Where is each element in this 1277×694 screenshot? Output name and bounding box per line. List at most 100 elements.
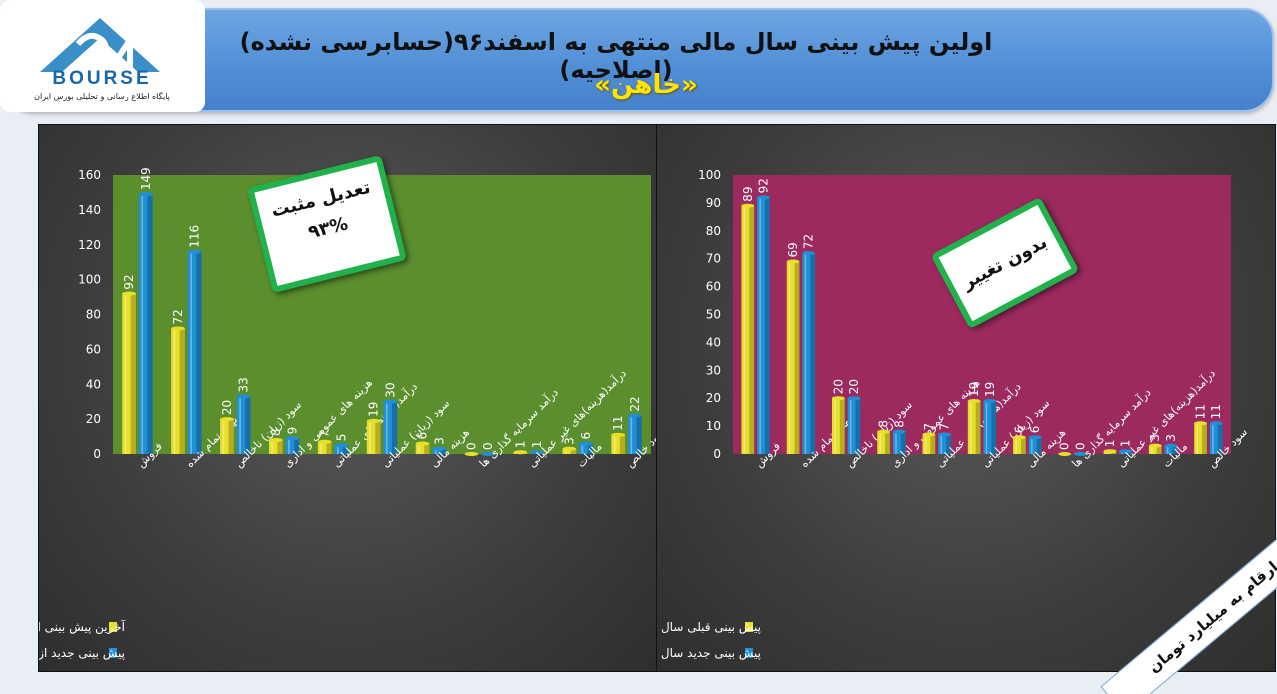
bar-cap [562, 446, 577, 451]
data-label: 6 [1028, 426, 1042, 434]
bar-cap [802, 251, 816, 256]
bar-series-2 [1028, 435, 1042, 454]
bar-shade [424, 443, 430, 454]
bar-cap [1209, 421, 1223, 426]
data-label: 9 [286, 427, 300, 435]
bar-cap [432, 446, 447, 451]
data-label: 1 [530, 441, 544, 449]
bar-series-2 [628, 413, 642, 454]
bar-cap [383, 399, 398, 404]
bar-highlight [320, 441, 323, 454]
bar [334, 445, 349, 454]
bar-highlight [124, 293, 127, 454]
bar-series-1 [877, 429, 890, 454]
y-tick-label: 100 [698, 168, 721, 182]
bar-highlight [985, 400, 988, 454]
y-tick-label: 90 [706, 196, 721, 210]
bar-shade [749, 205, 755, 454]
bar [268, 440, 283, 454]
bar-shade [636, 415, 642, 454]
bar-highlight [849, 398, 852, 454]
bar-cap [832, 396, 845, 401]
page-title: اولین پیش بینی سال مالی منتهی به اسفند۹۶… [239, 28, 993, 84]
bar-series-1 [922, 432, 936, 454]
bar-series-1 [611, 432, 626, 454]
bar-series-2 [1209, 421, 1223, 454]
data-label: 8 [877, 420, 891, 428]
bar-series-1 [786, 259, 800, 454]
legend-swatch [109, 622, 117, 632]
legend-swatch [745, 648, 753, 658]
bar-cap [317, 439, 332, 444]
bar-highlight [804, 253, 807, 454]
bar-cap [1119, 449, 1132, 454]
bar-series-1 [741, 203, 755, 454]
bar-highlight [924, 434, 927, 454]
bar-cap [122, 291, 136, 296]
bar-highlight [369, 420, 371, 454]
bar [138, 194, 153, 454]
data-label: 116 [188, 225, 202, 248]
bar [983, 400, 997, 454]
legend-item: پیش بینی قبلی سال مالی ۹۵ [657, 620, 761, 635]
bar-series-1 [268, 438, 283, 454]
bar [236, 396, 251, 454]
bar-cap [967, 398, 981, 403]
legend-label: آخرین پیش بینی از سال۹۵ [39, 619, 126, 635]
legend-swatch [745, 622, 753, 632]
bar-highlight [141, 194, 144, 454]
bar-highlight [1031, 437, 1033, 454]
data-label: 33 [237, 377, 251, 392]
bar [786, 261, 800, 454]
bar-highlight [759, 197, 761, 454]
bar-highlight [789, 261, 791, 454]
data-label: 0 [464, 442, 478, 450]
bar-highlight [940, 434, 943, 454]
bar-shade [810, 253, 816, 454]
bar-cap [786, 259, 800, 264]
bar-shade [839, 398, 845, 454]
bar-cap [1074, 452, 1087, 456]
y-tick-label: 140 [78, 203, 101, 217]
y-tick-label: 60 [86, 342, 101, 356]
bar-series-1 [1103, 449, 1117, 454]
bar [967, 400, 981, 454]
bar [1148, 445, 1162, 454]
bar [1013, 437, 1026, 454]
bar-cap [285, 436, 300, 441]
bar [432, 448, 447, 454]
bar-cap [530, 450, 544, 455]
bar-highlight [288, 438, 290, 454]
data-label: 5 [334, 434, 348, 442]
y-tick-label: 20 [706, 391, 721, 405]
bar-shade [885, 431, 890, 454]
data-label: 11 [1194, 404, 1208, 419]
bar-shade [440, 448, 447, 454]
header-banner: اولین پیش بینی سال مالی منتهی به اسفند۹۶… [4, 8, 1274, 112]
bar-series-1 [317, 439, 332, 454]
bar-highlight [564, 448, 567, 454]
bar [579, 443, 593, 454]
data-label: 0 [1058, 442, 1072, 450]
bar-cap [741, 203, 755, 208]
bar-series-2 [802, 251, 816, 454]
legend-swatch [109, 648, 117, 658]
bar-series-2 [1164, 443, 1178, 454]
y-tick-label: 40 [86, 377, 101, 391]
legend-item: آخرین پیش بینی از سال۹۵ [39, 619, 126, 635]
bar-series-2 [530, 450, 544, 455]
bar-shade [794, 261, 800, 454]
bar-series-2 [938, 432, 951, 454]
bar-highlight [1212, 423, 1214, 454]
bar-shade [1172, 445, 1178, 454]
bar-shade [245, 396, 251, 454]
y-tick-label: 100 [78, 273, 101, 287]
bar-cap [1148, 443, 1162, 448]
bar-highlight [418, 443, 420, 454]
bar-cap [757, 195, 770, 200]
bar-cap [611, 432, 626, 437]
data-label: 19 [983, 382, 997, 397]
data-label: 6 [579, 432, 593, 440]
footnote-corner: ارقام به میلیارد تومان [1080, 520, 1277, 694]
